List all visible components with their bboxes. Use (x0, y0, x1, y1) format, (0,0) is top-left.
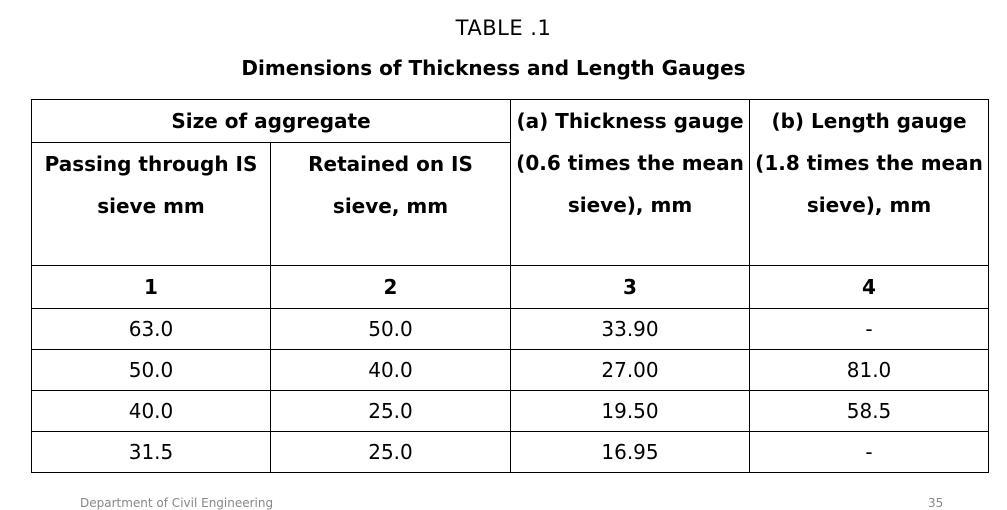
retained-cell: 25.0 (269, 390, 512, 432)
thickness-cell: 19.50 (510, 390, 751, 432)
table-row: 50.0 40.0 27.00 81.0 (31, 349, 990, 391)
table-row: 40.0 25.0 19.50 58.5 (31, 390, 990, 432)
column-number-2: 2 (269, 265, 512, 309)
length-cell: 58.5 (749, 390, 990, 432)
retained-cell: 40.0 (269, 349, 512, 391)
thickness-cell: 27.00 (510, 349, 751, 391)
thickness-cell: 33.90 (510, 308, 751, 350)
thickness-cell: 16.95 (510, 431, 751, 473)
passing-cell: 50.0 (31, 349, 271, 391)
page-footer-department: Department of Civil Engineering (80, 496, 274, 510)
length-cell: 81.0 (749, 349, 990, 391)
retained-cell: 50.0 (269, 308, 512, 350)
table-subtitle: Dimensions of Thickness and Length Gauge… (241, 56, 746, 80)
page-number: 35 (928, 496, 944, 510)
column-number-3: 3 (510, 265, 751, 309)
length-cell: - (749, 431, 990, 473)
passing-cell: 31.5 (31, 431, 271, 473)
passing-cell: 63.0 (31, 308, 271, 350)
retained-cell: 25.0 (269, 431, 512, 473)
column-number-4: 4 (749, 265, 990, 309)
size-of-aggregate-header: Size of aggregate (30, 99, 512, 143)
column-number-1: 1 (31, 265, 271, 309)
length-gauge-header: (b) Length gauge (1.8 times the mean sie… (749, 99, 990, 266)
table-title: TABLE .1 (455, 16, 552, 40)
gauge-dimensions-table: Size of aggregate (a) Thickness gauge (0… (30, 99, 990, 473)
passing-sieve-header: Passing through IS sieve mm (31, 142, 271, 266)
passing-cell: 40.0 (31, 390, 271, 432)
retained-sieve-header: Retained on IS sieve, mm (269, 142, 512, 266)
length-cell: - (749, 308, 990, 350)
table-row: 31.5 25.0 16.95 - (31, 431, 990, 473)
thickness-gauge-header: (a) Thickness gauge (0.6 times the mean … (510, 99, 751, 266)
table-row: 63.0 50.0 33.90 - (31, 308, 990, 350)
column-number-row: 1 2 3 4 (31, 265, 990, 309)
